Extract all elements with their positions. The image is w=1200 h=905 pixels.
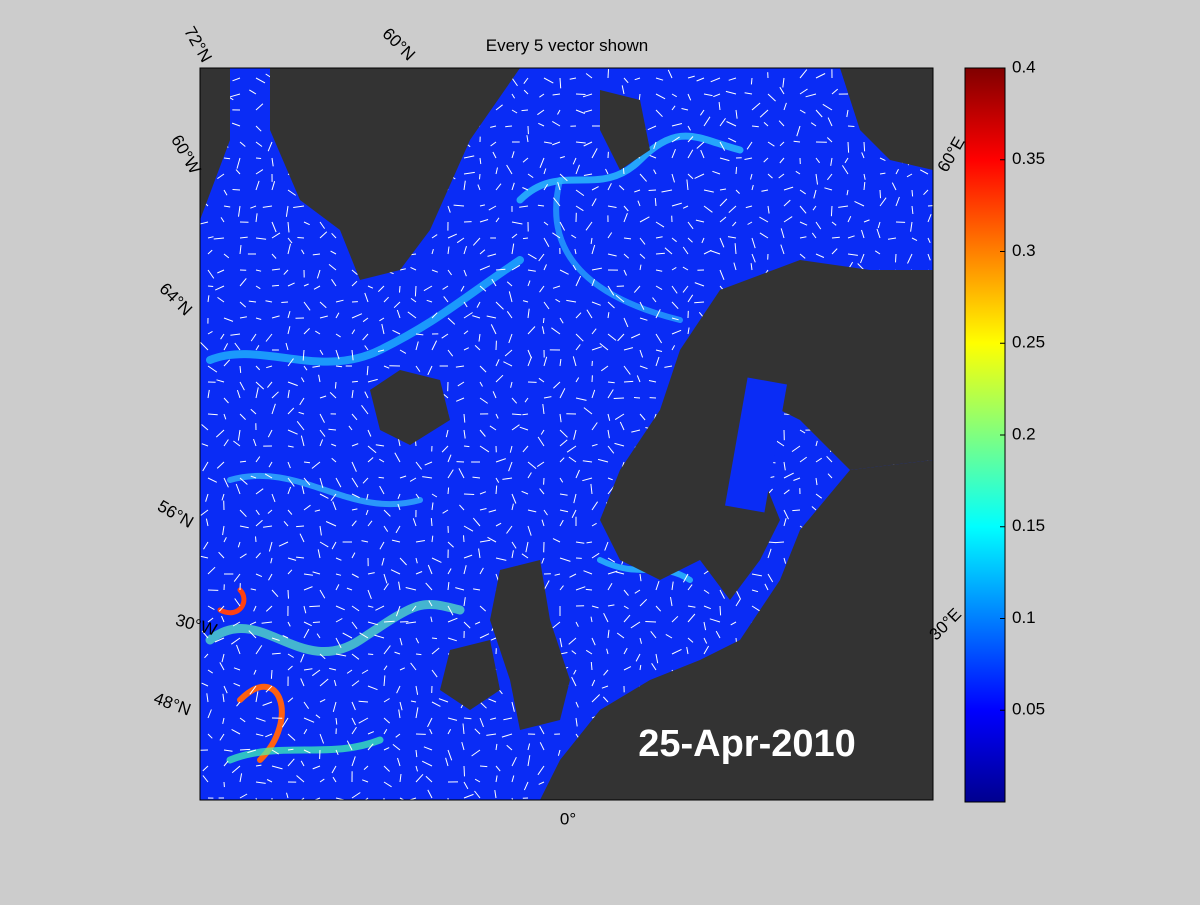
vector bbox=[480, 766, 487, 767]
vector bbox=[655, 198, 656, 206]
colorbar-tick-label: 0.3 bbox=[1012, 241, 1036, 260]
vector bbox=[415, 286, 416, 296]
graticule-label: 60°E bbox=[934, 134, 969, 176]
colorbar-tick-label: 0.35 bbox=[1012, 149, 1045, 168]
vector bbox=[464, 446, 469, 447]
vector bbox=[623, 168, 624, 174]
vector bbox=[505, 126, 512, 127]
vector bbox=[336, 366, 342, 367]
vector bbox=[208, 286, 213, 287]
vector bbox=[256, 158, 261, 159]
vector bbox=[768, 542, 776, 543]
vector bbox=[634, 398, 640, 399]
vector bbox=[608, 382, 615, 383]
vector bbox=[614, 398, 624, 399]
vector bbox=[480, 174, 481, 179]
vector bbox=[896, 254, 897, 262]
vector bbox=[523, 238, 528, 239]
vector bbox=[448, 798, 449, 806]
vector bbox=[400, 286, 401, 293]
vector bbox=[775, 542, 784, 543]
vector bbox=[720, 606, 721, 615]
vector bbox=[328, 429, 336, 430]
vector bbox=[288, 749, 293, 750]
colorbar bbox=[965, 68, 1005, 802]
vector bbox=[543, 318, 544, 323]
vector bbox=[848, 142, 849, 153]
vector bbox=[736, 167, 737, 174]
colorbar-tick-label: 0.15 bbox=[1012, 516, 1045, 535]
vector bbox=[379, 477, 384, 478]
vector bbox=[431, 518, 432, 526]
vector bbox=[831, 206, 832, 216]
date-label: 25-Apr-2010 bbox=[638, 723, 856, 765]
colorbar-tick-label: 0.05 bbox=[1012, 700, 1045, 719]
vector bbox=[240, 749, 250, 750]
vector bbox=[432, 638, 437, 639]
vector bbox=[224, 158, 230, 159]
graticule-label: 60°W bbox=[167, 132, 204, 178]
vector bbox=[288, 590, 289, 599]
vector bbox=[352, 381, 358, 382]
vector bbox=[751, 78, 752, 84]
vector bbox=[694, 302, 704, 303]
graticule-label: 0° bbox=[560, 809, 576, 828]
vector bbox=[560, 78, 561, 88]
vector bbox=[832, 237, 840, 238]
vector bbox=[880, 190, 881, 198]
map-area bbox=[198, 68, 938, 808]
colorbar-tick-label: 0.2 bbox=[1012, 424, 1036, 443]
vector bbox=[464, 494, 474, 495]
vector bbox=[296, 526, 304, 527]
vector bbox=[416, 654, 421, 655]
graticule-label: 64°N bbox=[156, 279, 196, 319]
vector bbox=[496, 269, 505, 270]
colorbar-tick-label: 0.1 bbox=[1012, 608, 1036, 627]
vector bbox=[464, 535, 465, 542]
vector bbox=[256, 536, 257, 542]
vector bbox=[624, 381, 633, 382]
vector bbox=[848, 126, 854, 127]
vector bbox=[368, 654, 373, 655]
vector bbox=[792, 510, 800, 511]
graticule-label: 48°N bbox=[151, 689, 193, 720]
vector bbox=[297, 238, 304, 239]
vector bbox=[586, 589, 592, 590]
vector bbox=[538, 205, 544, 206]
vector bbox=[313, 622, 320, 623]
map-title: Every 5 vector shown bbox=[486, 36, 649, 55]
vector bbox=[359, 701, 368, 702]
vector bbox=[522, 110, 529, 111]
vector bbox=[240, 366, 241, 373]
vector bbox=[309, 606, 320, 607]
graticule-label: 56°N bbox=[154, 496, 196, 531]
vector bbox=[496, 486, 497, 494]
vector bbox=[233, 190, 241, 191]
vector bbox=[864, 142, 865, 151]
vector bbox=[281, 302, 288, 303]
vector bbox=[576, 94, 586, 95]
vector bbox=[272, 285, 279, 286]
vector bbox=[208, 414, 218, 415]
vector bbox=[464, 766, 465, 776]
vector bbox=[645, 622, 656, 623]
colorbar-tick-label: 0.25 bbox=[1012, 333, 1045, 352]
colorbar-tick-label: 0.4 bbox=[1012, 57, 1036, 76]
vector bbox=[271, 670, 272, 679]
vector bbox=[591, 662, 592, 670]
vector bbox=[448, 488, 449, 495]
vector bbox=[335, 382, 336, 389]
vector bbox=[608, 69, 609, 78]
vector bbox=[649, 190, 656, 191]
graticule-label: 60°N bbox=[379, 24, 419, 64]
vector bbox=[912, 190, 913, 196]
graticule-label: 72°N bbox=[180, 23, 215, 65]
